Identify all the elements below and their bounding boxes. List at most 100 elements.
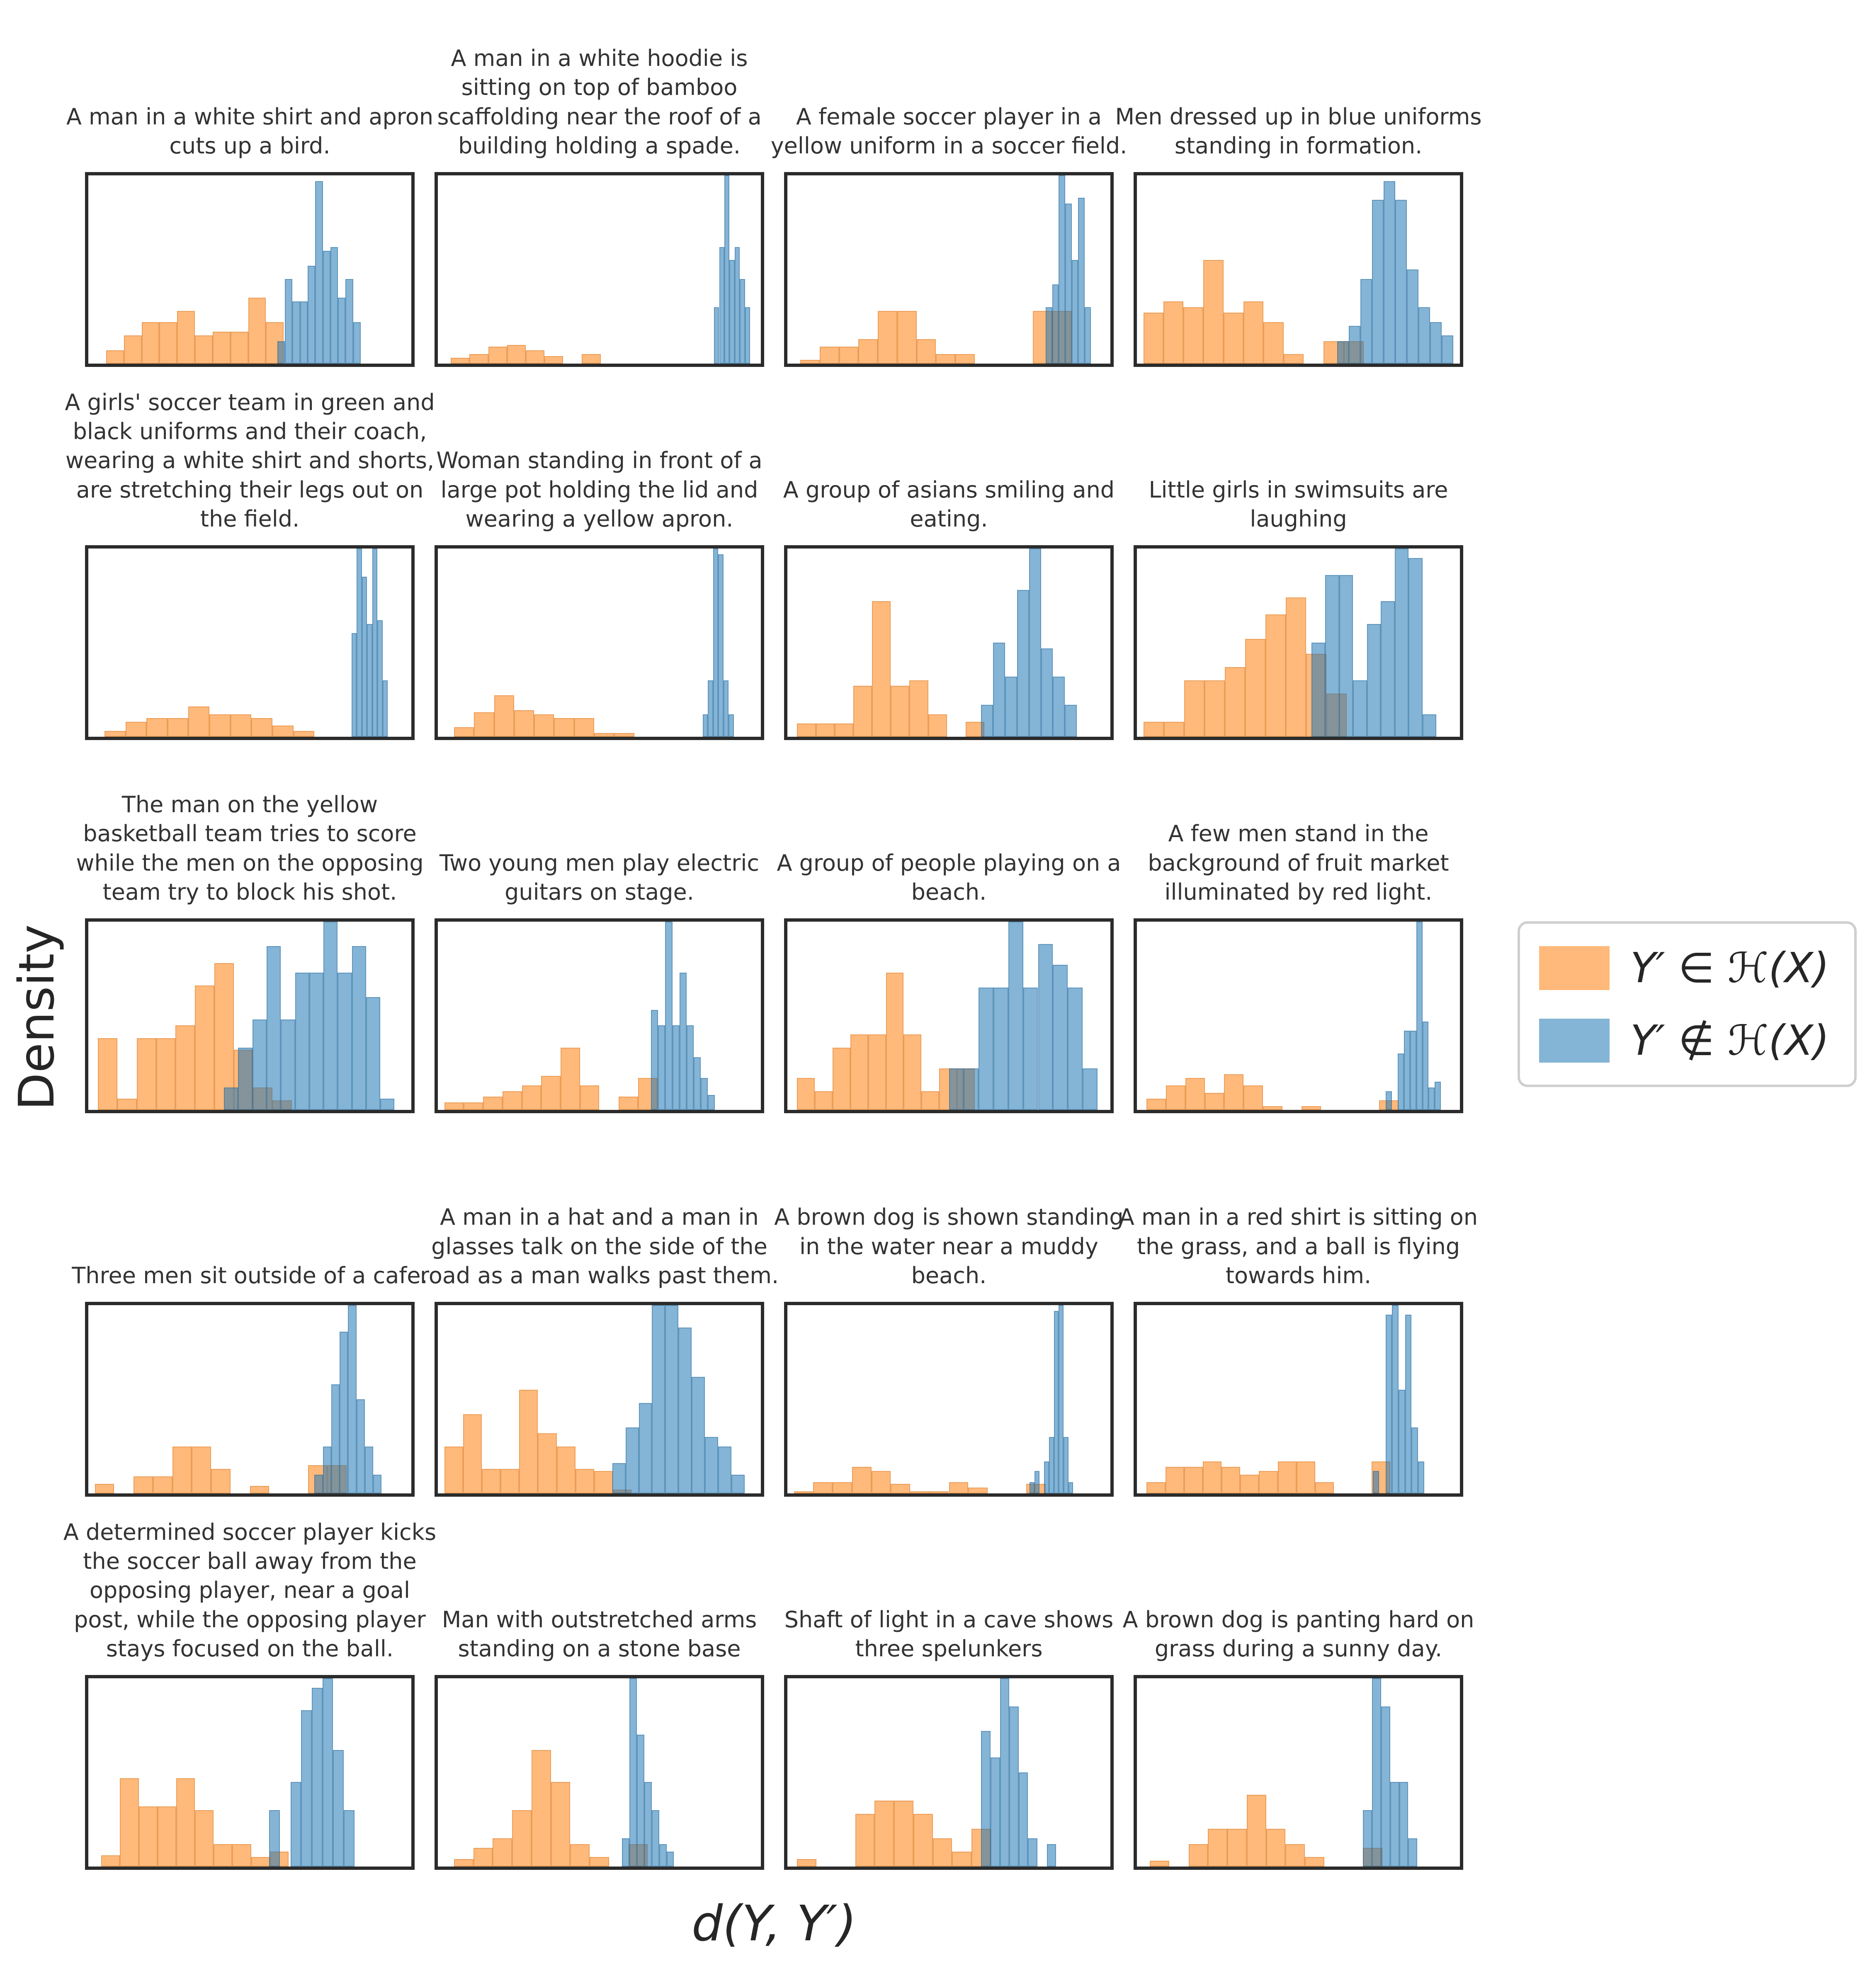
- hist-bar-in-support: [214, 963, 234, 1110]
- histogram-panel: A girls' soccer team in green and black …: [65, 389, 435, 740]
- panel-axes: [435, 545, 764, 740]
- hist-bar-not-in-support: [651, 1810, 659, 1867]
- hist-bar-not-in-support: [1018, 1772, 1028, 1867]
- histogram-panel: A man in a hat and a man in glasses talk…: [420, 1204, 779, 1497]
- hist-bar-in-support: [500, 1469, 520, 1493]
- hist-bar-in-support: [167, 718, 189, 737]
- hist-bar-in-support: [483, 1097, 503, 1110]
- hist-bar-not-in-support: [338, 972, 352, 1110]
- histogram-panel: A determined soccer player kicks the soc…: [63, 1519, 436, 1870]
- hist-bar-not-in-support: [281, 1019, 295, 1110]
- histogram-panel: Three men sit outside of a cafe.: [72, 1262, 428, 1497]
- hist-bar-in-support: [850, 1034, 868, 1110]
- hist-bar-in-support: [1224, 1074, 1244, 1110]
- hist-bar-in-support: [138, 1806, 158, 1867]
- panel-title: Men dressed up in blue uniforms standing…: [1115, 103, 1482, 159]
- panel-axes: [1134, 172, 1463, 367]
- hist-bar-in-support: [444, 1102, 464, 1110]
- panel-axes: [1134, 1302, 1463, 1497]
- hist-bar-not-in-support: [701, 1078, 708, 1110]
- hist-bar-in-support: [815, 1091, 833, 1110]
- hist-bar-in-support: [839, 347, 859, 364]
- hist-bar-not-in-support: [708, 680, 713, 737]
- hist-bar-not-in-support: [679, 972, 687, 1110]
- hist-bar-not-in-support: [1394, 549, 1409, 737]
- hist-bar-in-support: [582, 354, 601, 364]
- hist-bar-in-support: [1263, 1106, 1282, 1110]
- legend-label: Y′ ∉ ℋ(X): [1630, 1016, 1829, 1065]
- hist-bar-in-support: [101, 1855, 120, 1867]
- hist-bar-not-in-support: [1416, 922, 1423, 1110]
- hist-bar-in-support: [968, 1488, 988, 1493]
- hist-bar-not-in-support: [330, 247, 338, 364]
- hist-bar-not-in-support: [1372, 1471, 1379, 1493]
- hist-bar-in-support: [816, 723, 835, 737]
- hist-bar-not-in-support: [1398, 1053, 1404, 1110]
- histogram-panel: Shaft of light in a cave shows three spe…: [784, 1607, 1114, 1870]
- hist-bar-in-support: [575, 1469, 595, 1493]
- hist-bar-not-in-support: [658, 1025, 665, 1110]
- hist-bar-not-in-support: [1017, 590, 1029, 737]
- hist-bar-in-support: [1224, 667, 1245, 737]
- hist-bar-not-in-support: [1046, 307, 1052, 364]
- hist-bar-not-in-support: [357, 549, 362, 737]
- hist-bar-not-in-support: [1404, 1031, 1411, 1110]
- hist-bar-in-support: [554, 718, 574, 737]
- hist-bar-not-in-support: [277, 341, 285, 364]
- hist-bar-not-in-support: [1407, 269, 1419, 364]
- hist-bar-not-in-support: [1053, 965, 1068, 1110]
- hist-bar-in-support: [451, 358, 470, 364]
- hist-bar-not-in-support: [734, 247, 740, 364]
- hist-bar-not-in-support: [1023, 987, 1038, 1110]
- hist-bar-in-support: [104, 731, 126, 737]
- hist-bar-in-support: [519, 1390, 538, 1493]
- hist-bar-in-support: [909, 680, 928, 737]
- hist-bar-not-in-support: [295, 972, 309, 1110]
- hist-bar-in-support: [531, 1750, 551, 1867]
- panel-title: A group of people playing on a beach.: [777, 850, 1121, 905]
- hist-bar-not-in-support: [1049, 1437, 1054, 1493]
- hist-bar-not-in-support: [323, 922, 338, 1110]
- hist-bar-not-in-support: [1349, 326, 1361, 364]
- hist-bar-not-in-support: [1000, 1678, 1010, 1867]
- hist-bar-not-in-support: [1367, 624, 1381, 737]
- hist-bar-in-support: [594, 733, 614, 737]
- panel-axes: [435, 1675, 764, 1870]
- hist-bar-in-support: [176, 1778, 195, 1867]
- hist-bar-in-support: [512, 1810, 532, 1867]
- panel-axes: [784, 1675, 1114, 1870]
- hist-bar-in-support: [541, 1076, 561, 1110]
- hist-bar-not-in-support: [1065, 204, 1072, 364]
- hist-bar-not-in-support: [993, 987, 1008, 1110]
- hist-bar-not-in-support: [1392, 1305, 1399, 1493]
- hist-bar-in-support: [124, 335, 142, 364]
- panel-axes: [1134, 545, 1463, 740]
- hist-bar-in-support: [1227, 1829, 1247, 1867]
- hist-bar-in-support: [916, 339, 936, 364]
- hist-bar-not-in-support: [1009, 1706, 1019, 1867]
- hist-bar-in-support: [1204, 1093, 1224, 1110]
- hist-bar-in-support: [230, 714, 252, 737]
- hist-bar-in-support: [570, 1844, 590, 1867]
- hist-bar-not-in-support: [993, 643, 1005, 737]
- hist-bar-in-support: [232, 1844, 251, 1867]
- hist-bar-not-in-support: [692, 1376, 705, 1493]
- hist-bar-not-in-support: [1372, 1678, 1381, 1867]
- hist-bar-in-support: [141, 322, 160, 364]
- hist-bar-in-support: [561, 1048, 580, 1110]
- hist-bar-in-support: [833, 1048, 850, 1110]
- hist-bar-in-support: [1286, 597, 1306, 737]
- legend: Y′ ∈ ℋ(X) Y′ ∉ ℋ(X): [1518, 921, 1857, 1087]
- hist-bar-not-in-support: [338, 298, 346, 364]
- hist-bar-in-support: [1246, 1795, 1266, 1867]
- hist-bar-in-support: [574, 718, 595, 737]
- panel-title: A few men stand in the background of fru…: [1148, 820, 1449, 905]
- hist-bar-in-support: [175, 1025, 195, 1110]
- hist-bar-in-support: [872, 601, 891, 737]
- hist-bar-in-support: [1302, 1106, 1321, 1110]
- hist-bar-in-support: [556, 1446, 576, 1493]
- panel-axes: [435, 172, 764, 367]
- hist-bar-not-in-support: [292, 301, 300, 364]
- hist-bar-in-support: [1283, 354, 1304, 364]
- hist-bar-not-in-support: [1065, 704, 1077, 737]
